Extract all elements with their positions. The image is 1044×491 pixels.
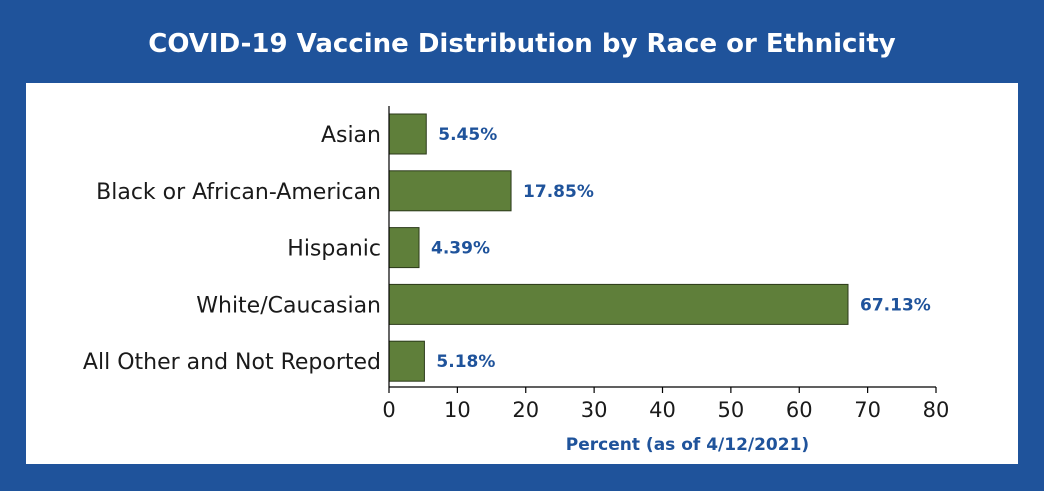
x-tick-label-40: 40 (649, 398, 676, 422)
bar-white-caucasian (388, 283, 849, 325)
bar-hispanic (388, 227, 420, 269)
bar-asian (388, 113, 427, 155)
category-label-black-or-african-american: Black or African-American (96, 180, 381, 205)
x-axis: 0 10 20 30 40 50 60 70 80 (382, 106, 949, 422)
value-label-black-or-african-american: 17.85% (523, 182, 594, 202)
x-axis-title: Percent (as of 4/12/2021) (566, 435, 809, 455)
x-tick-label-30: 30 (581, 398, 608, 422)
x-tick-label-20: 20 (512, 398, 539, 422)
category-label-white-caucasian: White/Caucasian (196, 293, 381, 318)
category-label-asian: Asian (321, 123, 381, 148)
x-tick-label-0: 0 (382, 398, 395, 422)
x-tick-label-80: 80 (923, 398, 950, 422)
bar-all-other-and-not-reported (388, 340, 425, 382)
value-label-asian: 5.45% (438, 125, 497, 145)
bar-black-or-african-american (388, 170, 512, 212)
category-label-all-other-and-not-reported: All Other and Not Reported (83, 350, 381, 375)
x-tick-label-50: 50 (718, 398, 745, 422)
value-label-hispanic: 4.39% (431, 239, 490, 259)
x-tick-label-10: 10 (444, 398, 471, 422)
chart-title: COVID-19 Vaccine Distribution by Race or… (148, 29, 896, 59)
value-label-white-caucasian: 67.13% (860, 295, 931, 315)
value-label-all-other-and-not-reported: 5.18% (436, 352, 495, 372)
x-tick-label-70: 70 (854, 398, 881, 422)
bar-chart: Asian 5.45% Black or African-American 17.85… (83, 106, 949, 455)
x-tick-label-60: 60 (786, 398, 813, 422)
category-label-hispanic: Hispanic (287, 237, 381, 262)
chart-panel: Asian 5.45% Black or African-American 17.85… (26, 83, 1018, 464)
bars-layer: Asian 5.45% Black or African-American 17.85… (83, 113, 931, 382)
